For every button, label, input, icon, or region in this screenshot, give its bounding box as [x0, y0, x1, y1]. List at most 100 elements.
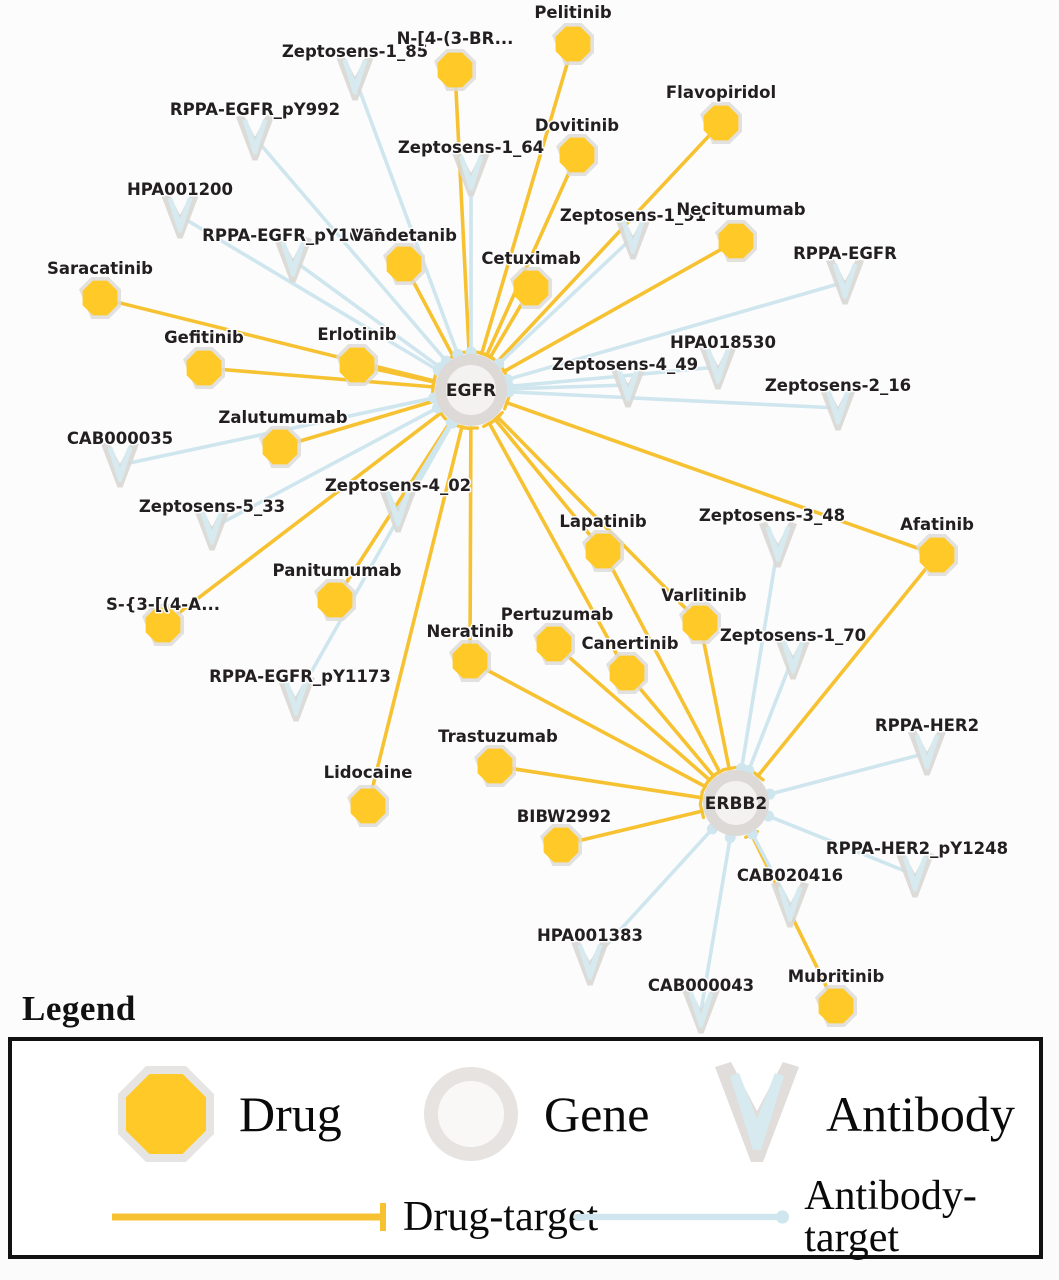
drug-node[interactable] — [347, 785, 389, 827]
drug-node[interactable] — [540, 824, 582, 866]
drug-node[interactable] — [582, 530, 624, 572]
legend-item-drug-target: Drug-target — [107, 1187, 598, 1247]
edge — [505, 400, 939, 557]
antibody-node-label: CAB020416 — [737, 866, 843, 885]
gene-node-inner — [446, 365, 496, 415]
edge — [756, 553, 939, 778]
drug-node-label: Zalutumumab — [218, 408, 347, 427]
drug-node[interactable] — [183, 347, 225, 389]
edge-tee-cap — [482, 418, 497, 429]
antibody-node[interactable] — [759, 521, 797, 568]
edge — [502, 239, 738, 374]
tee-cap-icon — [112, 1203, 386, 1231]
node-layer — [79, 23, 958, 1034]
antibody-node-label: HPA018530 — [670, 333, 776, 352]
drug-node-label: BIBW2992 — [517, 807, 612, 826]
drug-node[interactable] — [533, 623, 575, 665]
legend-edge-row: Drug-target Antibody-target — [12, 1175, 1039, 1259]
antibody-node-label: Zeptosens-4_02 — [325, 476, 471, 495]
drug-node[interactable] — [556, 134, 598, 176]
antibody-node-label: Zeptosens-2_16 — [765, 376, 911, 395]
octagon-icon — [118, 1066, 214, 1162]
antibody-node[interactable] — [161, 192, 199, 239]
edge — [278, 399, 437, 449]
drug-node[interactable] — [679, 602, 721, 644]
edge — [178, 214, 441, 373]
edge-tee-cap — [430, 373, 437, 390]
ring-icon — [424, 1067, 518, 1161]
antibody-node[interactable] — [571, 939, 609, 986]
antibody-node-label: CAB000035 — [67, 429, 173, 448]
edge — [366, 425, 464, 808]
edge — [766, 814, 917, 877]
antibody-node-label: RPPA-EGFR_pY992 — [170, 100, 340, 119]
drug-node[interactable] — [259, 426, 301, 468]
edge — [493, 417, 605, 553]
drug-node[interactable] — [79, 277, 121, 319]
network-graph: Zeptosens-1_85 RPPA-EGFR_pY992 Zeptosens-1… — [46, 2, 1010, 1034]
drug-node-label: Varlitinib — [661, 586, 746, 605]
edge — [507, 383, 630, 391]
drug-node[interactable] — [314, 579, 356, 621]
antibody-node-label: CAB000043 — [648, 976, 754, 995]
edge — [495, 121, 723, 365]
edge — [496, 235, 635, 366]
edge-tee-cap — [698, 789, 704, 806]
legend-item-gene: Gene — [412, 1055, 650, 1173]
drug-node-label: Dovitinib — [535, 116, 619, 135]
antibody-node[interactable] — [336, 54, 374, 101]
drug-node[interactable] — [383, 243, 425, 285]
drug-node-label: Afatinib — [900, 515, 974, 534]
drug-node[interactable] — [434, 49, 476, 91]
legend-box: Drug Gene Antibody — [8, 1037, 1043, 1259]
legend: Legend Drug Gene — [0, 985, 1059, 1280]
antibody-node-label: RPPA-EGFR_pY1068 — [202, 226, 384, 245]
drug-node[interactable] — [916, 534, 958, 576]
drug-node[interactable] — [715, 220, 757, 262]
edge — [559, 809, 704, 847]
gene-node-inner — [714, 781, 758, 825]
antibody-node-label: Zeptosens-4_49 — [552, 355, 698, 374]
antibody-node-label: HPA001383 — [537, 926, 643, 945]
antibody-node[interactable] — [101, 441, 139, 488]
drug-node[interactable] — [474, 745, 516, 787]
antibody-node-label: RPPA-HER2_pY1248 — [826, 839, 1008, 858]
edge — [202, 366, 435, 389]
antibody-node[interactable] — [452, 150, 490, 197]
drug-node-label: S-{3-[(4-A... — [106, 595, 220, 614]
edge — [353, 76, 460, 357]
label-layer: Zeptosens-1_85 RPPA-EGFR_pY992 Zeptosens-1… — [46, 2, 1010, 997]
edge — [493, 764, 704, 800]
drug-node-label: Pertuzumab — [501, 605, 614, 624]
legend-item-drug: Drug — [107, 1055, 342, 1173]
antibody-node[interactable] — [826, 258, 864, 305]
edge — [588, 827, 715, 965]
antibody-node-label: Zeptosens-1_64 — [398, 138, 544, 157]
drug-node-label: Lidocaine — [324, 763, 413, 782]
edge — [479, 42, 575, 356]
edge — [253, 136, 449, 363]
legend-label-gene: Gene — [544, 1086, 650, 1142]
edge-tee-cap — [483, 352, 498, 363]
legend-label-antibody-target: Antibody-target — [804, 1173, 977, 1261]
drug-node-label: Saracatinib — [47, 259, 153, 278]
edge — [601, 549, 722, 774]
drug-node-label: Lapatinib — [559, 512, 647, 531]
drug-node[interactable] — [510, 267, 552, 309]
antibody-node[interactable] — [896, 851, 934, 898]
antibody-node-label: Zeptosens-3_48 — [699, 506, 845, 525]
drug-node[interactable] — [606, 652, 648, 694]
drug-node[interactable] — [449, 640, 491, 682]
antibody-node-label: RPPA-HER2 — [875, 716, 979, 735]
gene-node-label: EGFR — [446, 381, 496, 401]
edge — [495, 415, 702, 625]
edge — [294, 421, 455, 701]
legend-node-row: Drug Gene Antibody — [12, 1055, 1039, 1173]
edge-tee-cap — [721, 765, 738, 772]
antibody-node[interactable] — [771, 881, 809, 928]
chevron-icon — [715, 1062, 799, 1162]
antibody-node[interactable] — [908, 729, 946, 776]
drug-node[interactable] — [552, 23, 594, 65]
edge — [484, 153, 579, 358]
legend-item-antibody-target: Antibody-target — [570, 1175, 1039, 1259]
